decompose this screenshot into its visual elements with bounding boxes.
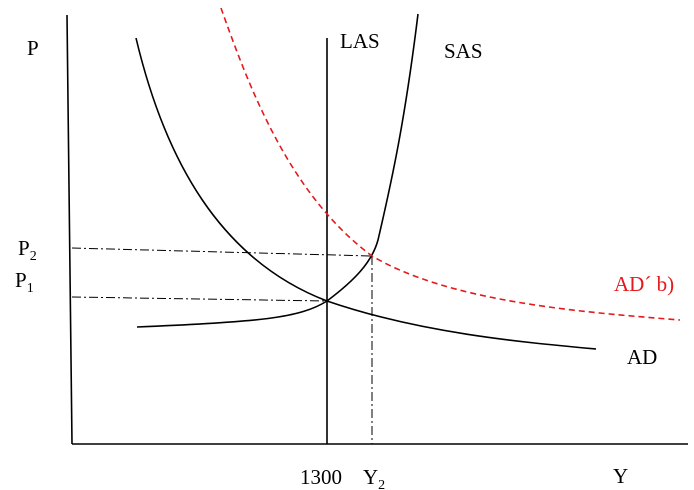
ad-shifted-curve	[220, 7, 681, 321]
p1-guide-line	[71, 296, 328, 302]
output-1300-label: 1300	[300, 465, 342, 489]
guide-lines	[71, 247, 373, 444]
p2-guide-line	[71, 247, 373, 257]
labels: P Y P2 P1 1300 Y2 LAS SAS AD AD´ b)	[15, 29, 674, 490]
y-axis-label: P	[27, 36, 39, 60]
sas-curve	[136, 13, 419, 328]
x-axis-label: Y	[613, 464, 628, 488]
las-label: LAS	[340, 29, 380, 53]
p2-label: P2	[18, 236, 37, 264]
p1-label: P1	[15, 268, 34, 296]
ad-curve	[135, 37, 597, 350]
axes	[66, 14, 688, 445]
y-axis	[66, 14, 73, 445]
ad-shifted-label: AD´ b)	[614, 272, 674, 296]
curves	[135, 7, 681, 444]
sas-label: SAS	[444, 39, 483, 63]
y2-label: Y2	[363, 465, 385, 490]
ad-label: AD	[627, 345, 657, 369]
